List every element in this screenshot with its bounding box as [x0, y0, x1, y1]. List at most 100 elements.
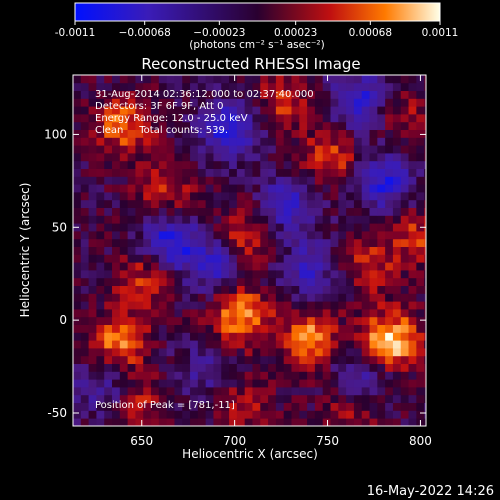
heatmap-cell	[252, 254, 261, 263]
heatmap-cell	[104, 98, 113, 107]
heatmap-cell	[338, 160, 347, 169]
heatmap-cell	[174, 75, 183, 84]
heatmap-cell	[385, 363, 394, 372]
heatmap-cell	[424, 371, 427, 380]
heatmap-cell	[174, 98, 183, 107]
heatmap-cell	[166, 394, 175, 403]
heatmap-cell	[112, 168, 121, 177]
heatmap-cell	[158, 254, 168, 263]
heatmap-cell	[236, 285, 246, 294]
heatmap-cell	[353, 301, 363, 310]
heatmap-cell	[73, 324, 82, 333]
heatmap-cell	[119, 137, 129, 146]
heatmap-cell	[338, 262, 347, 271]
colorbar-tick-label: −0.00023	[193, 27, 245, 39]
heatmap-cell	[213, 379, 222, 388]
heatmap-cell	[408, 246, 417, 255]
heatmap-cell	[143, 145, 152, 154]
heatmap-cell	[346, 121, 355, 130]
heatmap-cell	[299, 309, 308, 318]
heatmap-cell	[330, 137, 339, 146]
heatmap-cell	[252, 121, 261, 130]
heatmap-cell	[127, 184, 136, 193]
heatmap-cell	[151, 363, 160, 372]
heatmap-cell	[112, 332, 121, 341]
heatmap-cell	[182, 98, 191, 107]
heatmap-cell	[346, 176, 355, 185]
heatmap-cell	[377, 184, 386, 193]
heatmap-cell	[244, 90, 253, 99]
heatmap-cell	[151, 168, 160, 177]
heatmap-cell	[166, 75, 175, 84]
heatmap-cell	[268, 270, 277, 279]
heatmap-cell	[268, 324, 277, 333]
heatmap-cell	[88, 332, 97, 341]
heatmap-cell	[283, 114, 292, 123]
heatmap-cell	[338, 223, 347, 232]
heatmap-cell	[307, 387, 316, 396]
heatmap-cell	[330, 153, 339, 162]
heatmap-cell	[330, 82, 339, 91]
heatmap-cell	[127, 176, 136, 185]
heatmap-cell	[127, 285, 136, 294]
heatmap-cell	[268, 98, 277, 107]
heatmap-cell	[88, 231, 97, 240]
heatmap-cell	[369, 379, 378, 388]
heatmap-cell	[221, 184, 230, 193]
heatmap-cell	[135, 277, 144, 286]
heatmap-cell	[260, 90, 269, 99]
heatmap-cell	[260, 332, 269, 341]
heatmap-cell	[88, 215, 97, 224]
heatmap-cell	[361, 184, 370, 193]
heatmap-cell	[408, 145, 417, 154]
heatmap-cell	[127, 394, 136, 403]
heatmap-cell	[361, 410, 370, 419]
heatmap-cell	[135, 184, 144, 193]
heatmap-cell	[80, 387, 90, 396]
heatmap-cell	[392, 199, 402, 208]
heatmap-cell	[283, 90, 292, 99]
heatmap-cell	[346, 277, 355, 286]
heatmap-cell	[353, 285, 363, 294]
heatmap-cell	[213, 82, 222, 91]
heatmap-cell	[314, 332, 324, 341]
heatmap-cell	[135, 410, 144, 419]
heatmap-cell	[73, 192, 82, 201]
heatmap-cell	[392, 340, 402, 349]
heatmap-cell	[353, 387, 363, 396]
heatmap-cell	[377, 231, 386, 240]
heatmap-cell	[166, 160, 175, 169]
heatmap-cell	[268, 231, 277, 240]
heatmap-cell	[119, 371, 129, 380]
heatmap-cell	[151, 215, 160, 224]
heatmap-cell	[369, 129, 378, 138]
heatmap-cell	[392, 316, 402, 325]
colorbar-tick-label: 0.00068	[349, 27, 392, 39]
heatmap-cell	[377, 238, 386, 247]
heatmap-cell	[190, 301, 199, 310]
heatmap-cell	[385, 137, 394, 146]
heatmap-cell	[330, 301, 339, 310]
heatmap-cell	[236, 324, 246, 333]
heatmap-cell	[73, 90, 82, 99]
heatmap-cell	[346, 137, 355, 146]
heatmap-cell	[346, 355, 355, 364]
heatmap-cell	[353, 121, 363, 130]
heatmap-cell	[166, 285, 175, 294]
heatmap-cell	[166, 418, 175, 427]
heatmap-cell	[392, 379, 402, 388]
heatmap-cell	[361, 363, 370, 372]
heatmap-cell	[252, 262, 261, 271]
heatmap-cell	[314, 293, 324, 302]
heatmap-cell	[88, 363, 97, 372]
heatmap-cell	[322, 316, 331, 325]
heatmap-cell	[400, 293, 409, 302]
heatmap-cell	[424, 418, 427, 427]
heatmap-cell	[314, 387, 324, 396]
heatmap-cell	[197, 184, 207, 193]
heatmap-cell	[104, 285, 113, 294]
heatmap-cell	[221, 316, 230, 325]
heatmap-cell	[158, 238, 168, 247]
heatmap-cell	[96, 145, 105, 154]
heatmap-cell	[361, 90, 370, 99]
